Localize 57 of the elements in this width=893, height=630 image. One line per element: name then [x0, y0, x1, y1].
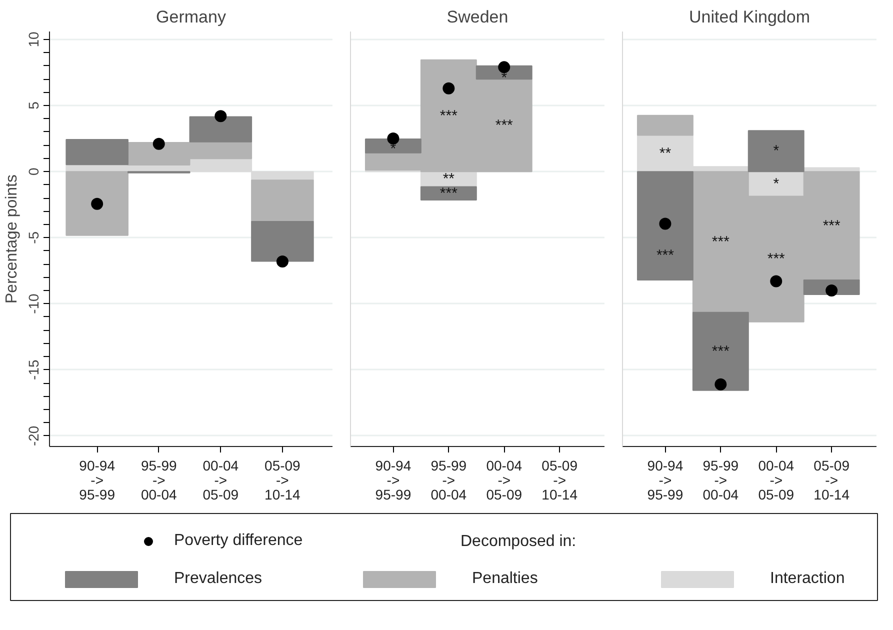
bar [66, 171, 128, 236]
y-tick-label: -15 [26, 360, 42, 380]
data-label: *** [822, 217, 840, 234]
x-tick-label: 90-94 -> 95-99 [647, 458, 684, 502]
point [214, 110, 227, 122]
data-label: *** [712, 233, 730, 250]
y-tick-label: -10 [26, 293, 42, 314]
chart-title: Germany [156, 8, 226, 26]
bar [189, 116, 252, 142]
y-tick-label: 0 [26, 167, 42, 176]
y-tick-label: -20 [26, 426, 42, 446]
point [276, 255, 288, 268]
data-label: *** [767, 250, 786, 268]
point [91, 198, 104, 210]
x-tick-label: 00-04 -> 05-09 [202, 458, 239, 502]
legend-label: Poverty difference [174, 532, 303, 550]
bar [748, 130, 804, 172]
point [152, 138, 165, 150]
data-label: *** [440, 107, 458, 124]
legend-label: Penalties [472, 570, 539, 588]
y-tick-label: 5 [26, 101, 42, 110]
bar [66, 138, 128, 166]
x-tick-label: 95-99 -> 00-04 [140, 458, 177, 502]
y-tick-label: -5 [26, 231, 42, 244]
point [714, 378, 727, 390]
x-tick-label: 00-04 -> 05-09 [758, 458, 794, 502]
point [659, 218, 672, 230]
bar [420, 186, 477, 201]
chart-title: United Kingdom [689, 8, 810, 26]
data-label: * [773, 142, 780, 160]
bar [251, 180, 314, 222]
data-label: ** [659, 144, 672, 162]
legend-label: Prevalences [174, 570, 264, 588]
bar [251, 221, 314, 262]
y-tick-label: 10 [26, 31, 42, 48]
data-label: *** [495, 116, 514, 134]
legend-label: Interaction [770, 570, 846, 588]
data-label: *** [656, 247, 674, 264]
bar [364, 138, 422, 154]
x-tick-label: 95-99 -> 00-04 [702, 458, 739, 502]
y-axis-title: Percentage points [4, 174, 20, 304]
x-tick-label: 90-94 -> 95-99 [375, 458, 412, 502]
point [770, 275, 782, 288]
data-label: * [773, 175, 780, 192]
legend-title: Decomposed in: [460, 533, 576, 550]
data-label: *** [712, 342, 730, 360]
x-tick-label: 00-04 -> 05-09 [486, 458, 522, 502]
bar [692, 312, 749, 391]
x-tick-label: 95-99 -> 00-04 [430, 458, 467, 502]
bar [636, 114, 694, 136]
x-tick-label: 05-09 -> 10-14 [264, 458, 301, 502]
x-tick-label: 05-09 -> 10-14 [542, 458, 578, 502]
x-tick-label: 90-94 -> 95-99 [79, 458, 116, 502]
bar [636, 171, 694, 280]
x-tick-label: 05-09 -> 10-14 [814, 458, 850, 502]
chart-title: Sweden [446, 8, 508, 26]
point [826, 284, 838, 297]
